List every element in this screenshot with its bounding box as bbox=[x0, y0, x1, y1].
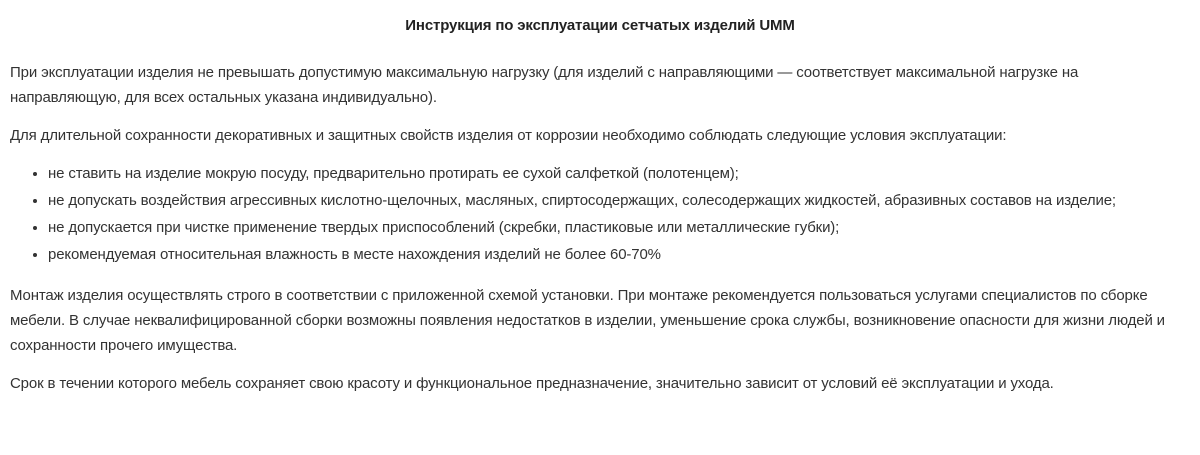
list-item: не ставить на изделие мокрую посуду, пре… bbox=[48, 161, 1190, 186]
instructions-document: Инструкция по эксплуатации сетчатых изде… bbox=[0, 13, 1200, 396]
list-item: рекомендуемая относительная влажность в … bbox=[48, 242, 1190, 267]
load-paragraph: При эксплуатации изделия не превышать до… bbox=[10, 64, 1079, 106]
list-item: не допускать воздействия агрессивных кис… bbox=[48, 188, 1190, 213]
document-title: Инструкция по эксплуатации сетчатых изде… bbox=[405, 17, 795, 34]
conditions-intro: Для длительной сохранности декоративных … bbox=[10, 127, 1007, 144]
lifetime-paragraph: Срок в течении которого мебель сохраняет… bbox=[10, 375, 1054, 392]
assembly-paragraph: Монтаж изделия осуществлять строго в соо… bbox=[10, 287, 1165, 354]
list-item: не допускается при чистке применение тве… bbox=[48, 215, 1190, 240]
conditions-list: не ставить на изделие мокрую посуду, пре… bbox=[10, 161, 1190, 267]
